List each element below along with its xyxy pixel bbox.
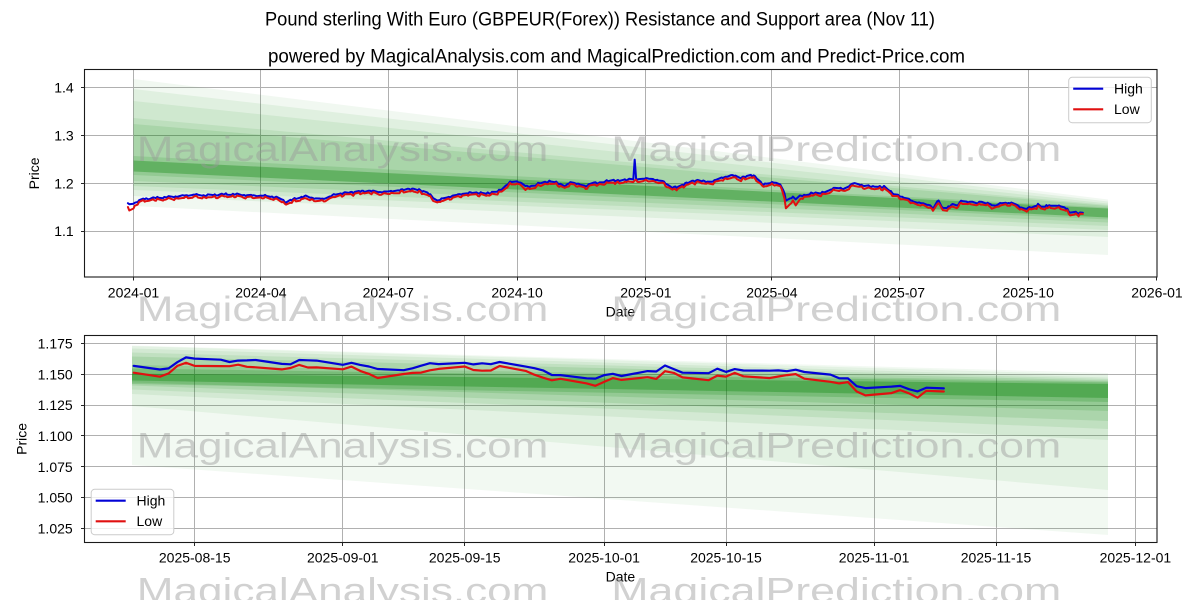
svg-text:2025-11-01: 2025-11-01: [839, 550, 910, 566]
svg-text:1.3: 1.3: [54, 127, 74, 143]
svg-text:1.125: 1.125: [38, 397, 73, 413]
svg-text:Low: Low: [137, 513, 164, 529]
svg-text:1.025: 1.025: [38, 521, 73, 537]
svg-text:Date: Date: [606, 569, 636, 585]
svg-text:1.2: 1.2: [54, 175, 74, 191]
svg-text:2025-04: 2025-04: [746, 284, 798, 300]
svg-text:2025-10-01: 2025-10-01: [568, 550, 640, 566]
svg-text:1.1: 1.1: [54, 223, 74, 239]
svg-text:powered by MagicalAnalysis.com: powered by MagicalAnalysis.com and Magic…: [268, 47, 965, 68]
svg-text:MagicalAnalysis.com: MagicalAnalysis.com: [137, 290, 549, 329]
svg-text:1.100: 1.100: [38, 428, 73, 444]
svg-text:1.150: 1.150: [38, 366, 73, 382]
svg-text:2026-01: 2026-01: [1131, 284, 1183, 300]
svg-text:2025-01: 2025-01: [620, 284, 672, 300]
svg-text:MagicalAnalysis.com: MagicalAnalysis.com: [137, 572, 549, 600]
svg-text:1.050: 1.050: [38, 490, 73, 506]
svg-text:MagicalAnalysis.com: MagicalAnalysis.com: [137, 130, 549, 169]
svg-text:MagicalPrediction.com: MagicalPrediction.com: [611, 427, 1061, 466]
svg-text:Low: Low: [1114, 101, 1141, 117]
svg-text:Price: Price: [26, 157, 42, 189]
svg-text:MagicalPrediction.com: MagicalPrediction.com: [611, 130, 1061, 169]
svg-text:2025-10-15: 2025-10-15: [690, 550, 762, 566]
svg-text:2024-07: 2024-07: [363, 284, 415, 300]
svg-text:2025-10: 2025-10: [1003, 284, 1055, 300]
svg-text:Price: Price: [14, 423, 30, 455]
svg-text:2025-12-01: 2025-12-01: [1100, 550, 1172, 566]
svg-text:2025-08-15: 2025-08-15: [159, 550, 231, 566]
svg-text:High: High: [1114, 81, 1143, 97]
svg-text:1.175: 1.175: [38, 335, 73, 351]
svg-text:MagicalPrediction.com: MagicalPrediction.com: [611, 572, 1061, 600]
svg-text:2024-01: 2024-01: [108, 284, 160, 300]
svg-text:High: High: [137, 493, 166, 509]
svg-text:MagicalPrediction.com: MagicalPrediction.com: [611, 290, 1061, 329]
svg-text:Pound sterling With Euro (GBPE: Pound sterling With Euro (GBPEUR(Forex))…: [265, 10, 935, 31]
svg-text:2025-11-15: 2025-11-15: [961, 550, 1032, 566]
svg-text:2025-09-01: 2025-09-01: [307, 550, 379, 566]
svg-text:2024-10: 2024-10: [491, 284, 543, 300]
svg-text:2025-09-15: 2025-09-15: [429, 550, 501, 566]
svg-text:1.075: 1.075: [38, 459, 73, 475]
svg-text:2024-04: 2024-04: [235, 284, 287, 300]
svg-text:2025-07: 2025-07: [874, 284, 926, 300]
svg-text:MagicalAnalysis.com: MagicalAnalysis.com: [137, 427, 549, 466]
svg-text:Date: Date: [606, 303, 636, 319]
svg-text:1.4: 1.4: [54, 79, 74, 95]
